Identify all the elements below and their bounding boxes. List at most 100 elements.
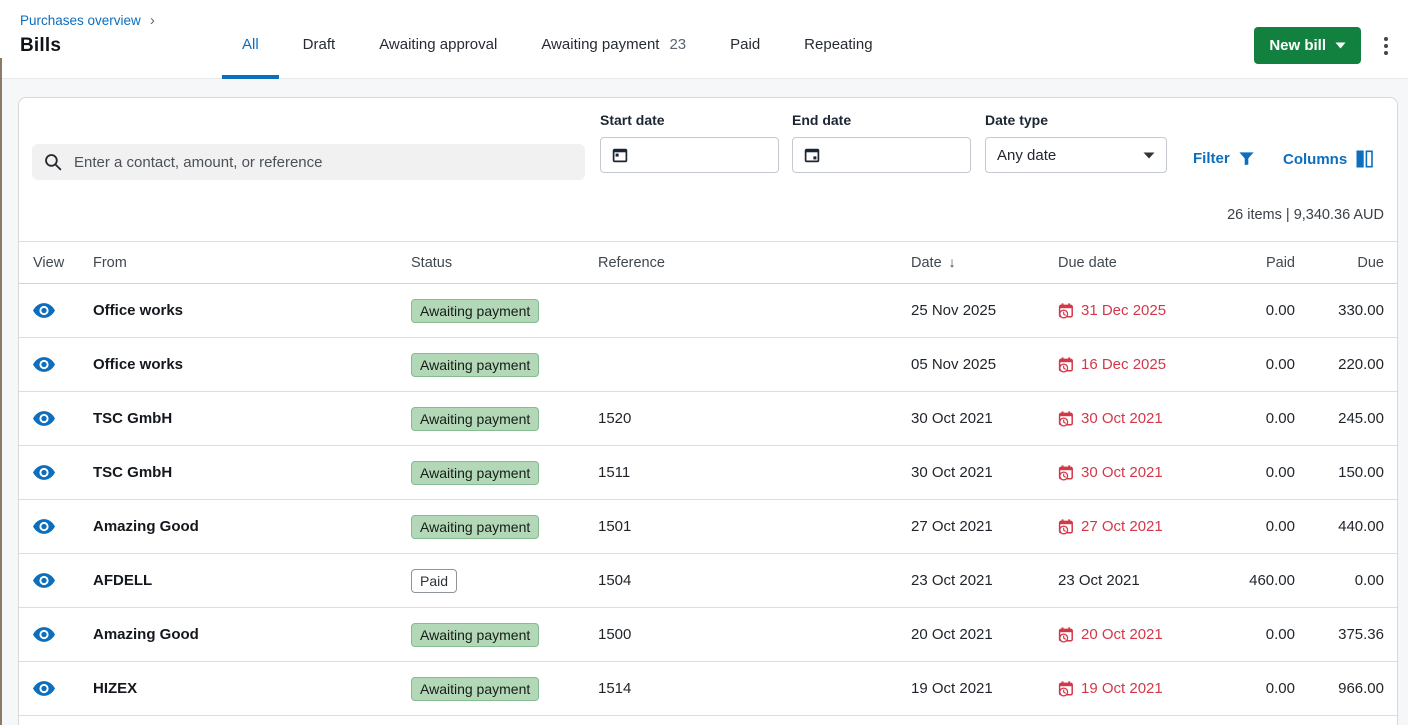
from-cell[interactable]: Amazing Good xyxy=(93,626,199,643)
status-badge: Awaiting payment xyxy=(411,298,540,323)
view-eye-icon[interactable] xyxy=(33,303,55,318)
tab-paid[interactable]: Paid xyxy=(710,0,780,79)
start-date-label: Start date xyxy=(600,112,665,128)
overdue-calendar-clock-icon xyxy=(1058,518,1074,535)
due-date-cell: 20 Oct 2021 xyxy=(1058,626,1218,643)
items-summary: 26 items | 9,340.36 AUD xyxy=(1227,207,1384,223)
due-date-text: 30 Oct 2021 xyxy=(1081,464,1163,481)
tab-draft[interactable]: Draft xyxy=(283,0,356,79)
view-cell xyxy=(33,465,93,480)
col-header-view[interactable]: View xyxy=(33,254,65,271)
due-date-text: 27 Oct 2021 xyxy=(1081,518,1163,535)
breadcrumb-chevron-icon: › xyxy=(149,12,155,29)
status-cell: Awaiting payment xyxy=(411,514,598,539)
view-cell xyxy=(33,357,93,372)
paid-cell: 460.00 xyxy=(1249,572,1295,589)
breadcrumb-link[interactable]: Purchases overview xyxy=(20,13,141,28)
overdue-calendar-clock-icon xyxy=(1058,680,1074,697)
start-date-input[interactable] xyxy=(600,137,779,173)
due-date-cell: 16 Dec 2025 xyxy=(1058,356,1218,373)
col-header-status[interactable]: Status xyxy=(411,254,453,271)
columns-button[interactable]: Columns xyxy=(1283,150,1373,168)
date-cell: 05 Nov 2025 xyxy=(911,356,997,373)
page-title: Bills xyxy=(20,35,62,56)
tab-awaiting-payment[interactable]: Awaiting payment 23 xyxy=(521,0,706,79)
new-bill-button[interactable]: New bill xyxy=(1254,27,1361,64)
view-cell xyxy=(33,681,93,696)
caret-down-icon xyxy=(1335,42,1346,49)
table-row: AFDELL Paid 1504 23 Oct 2021 23 Oct 2021… xyxy=(19,554,1397,608)
view-eye-icon[interactable] xyxy=(33,681,55,696)
tab-label: All xyxy=(242,36,259,53)
content-area: Start date End date xyxy=(0,79,1408,725)
view-eye-icon[interactable] xyxy=(33,519,55,534)
bills-table-body: Office works Awaiting payment 25 Nov 202… xyxy=(19,284,1397,716)
view-cell xyxy=(33,411,93,426)
from-cell[interactable]: Office works xyxy=(93,356,184,373)
table-row: Office works Awaiting payment 25 Nov 202… xyxy=(19,284,1397,338)
tab-label: Awaiting approval xyxy=(379,36,498,53)
due-date-cell: 30 Oct 2021 xyxy=(1058,464,1218,481)
from-cell[interactable]: TSC GmbH xyxy=(93,464,173,481)
columns-icon xyxy=(1356,150,1373,168)
end-date-field: End date xyxy=(792,112,971,173)
due-cell: 150.00 xyxy=(1338,464,1384,481)
sort-descending-icon: ↓ xyxy=(948,254,956,270)
overdue-calendar-clock-icon xyxy=(1058,464,1074,481)
bills-table: View From Status Reference Date ↓ Due dat… xyxy=(19,241,1397,716)
date-cell: 25 Nov 2025 xyxy=(911,302,997,319)
window-edge xyxy=(0,58,2,725)
tabs-nav: All Draft Awaiting approval Awaiting pay… xyxy=(222,0,893,79)
tab-count-badge: 23 xyxy=(669,36,687,53)
header-actions: New bill xyxy=(1254,27,1394,64)
tab-label: Awaiting payment xyxy=(541,36,660,53)
col-header-reference[interactable]: Reference xyxy=(598,254,665,271)
reference-cell: 1504 xyxy=(598,572,632,589)
page-header: Purchases overview › Bills All Draft Awa… xyxy=(0,0,1408,79)
date-type-label: Date type xyxy=(985,112,1049,128)
calendar-icon xyxy=(804,148,820,163)
view-cell xyxy=(33,573,93,588)
search-box xyxy=(32,144,585,180)
date-cell: 30 Oct 2021 xyxy=(911,410,993,427)
status-cell: Awaiting payment xyxy=(411,298,598,323)
view-eye-icon[interactable] xyxy=(33,411,55,426)
col-header-due-date[interactable]: Due date xyxy=(1058,254,1117,271)
end-date-input[interactable] xyxy=(792,137,971,173)
from-cell[interactable]: TSC GmbH xyxy=(93,410,173,427)
status-badge: Awaiting payment xyxy=(411,622,540,647)
tab-all[interactable]: All xyxy=(222,0,279,79)
due-date-cell: 27 Oct 2021 xyxy=(1058,518,1218,535)
tab-awaiting-approval[interactable]: Awaiting approval xyxy=(359,0,517,79)
status-cell: Awaiting payment xyxy=(411,406,598,431)
end-date-label: End date xyxy=(792,112,852,128)
table-row: Amazing Good Awaiting payment 1501 27 Oc… xyxy=(19,500,1397,554)
col-header-date[interactable]: Date ↓ xyxy=(911,254,1058,271)
view-eye-icon[interactable] xyxy=(33,627,55,642)
search-input[interactable] xyxy=(74,153,573,171)
from-cell[interactable]: Office works xyxy=(93,302,184,319)
due-date-text: 23 Oct 2021 xyxy=(1058,572,1140,589)
date-type-select[interactable]: Any date xyxy=(985,137,1167,173)
view-eye-icon[interactable] xyxy=(33,465,55,480)
col-header-due[interactable]: Due xyxy=(1357,254,1384,271)
filter-label: Filter xyxy=(1193,150,1230,167)
view-eye-icon[interactable] xyxy=(33,573,55,588)
col-header-from[interactable]: From xyxy=(93,254,127,271)
date-cell: 19 Oct 2021 xyxy=(911,680,993,697)
tab-repeating[interactable]: Repeating xyxy=(784,0,892,79)
caret-down-icon xyxy=(1143,152,1155,158)
tab-label: Draft xyxy=(302,36,336,53)
paid-cell: 0.00 xyxy=(1265,626,1295,643)
from-cell[interactable]: Amazing Good xyxy=(93,518,199,535)
from-cell[interactable]: HIZEX xyxy=(93,680,138,697)
status-cell: Awaiting payment xyxy=(411,352,598,377)
overflow-menu-button[interactable] xyxy=(1378,33,1394,59)
col-header-paid[interactable]: Paid xyxy=(1265,254,1295,271)
view-cell xyxy=(33,303,93,318)
filter-button[interactable]: Filter xyxy=(1193,150,1254,167)
from-cell[interactable]: AFDELL xyxy=(93,572,153,589)
breadcrumb[interactable]: Purchases overview › xyxy=(20,13,155,28)
view-eye-icon[interactable] xyxy=(33,357,55,372)
